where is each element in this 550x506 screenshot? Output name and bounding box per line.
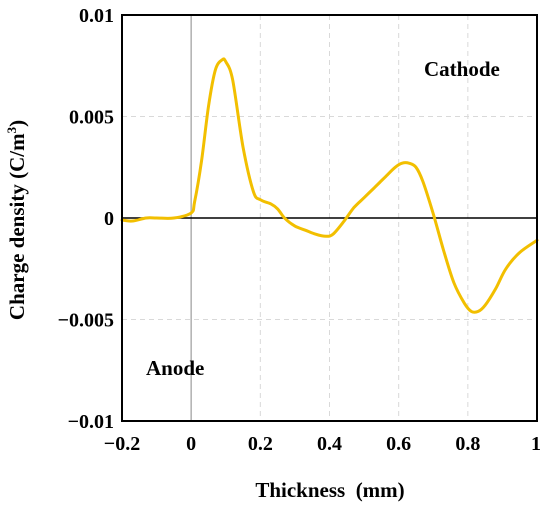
x-tick-label: 0.4 xyxy=(317,433,342,455)
x-tick-label: 0 xyxy=(186,433,196,455)
x-tick-label: 1 xyxy=(531,433,541,455)
x-tick-label: −0.2 xyxy=(104,433,140,455)
x-axis-title: Thickness (mm) xyxy=(255,478,404,502)
y-tick-label: −0.005 xyxy=(58,310,114,332)
x-tick-label: 0.8 xyxy=(455,433,480,455)
x-tick-label: 0.6 xyxy=(386,433,411,455)
plot-frame xyxy=(121,14,538,422)
y-tick-labels: 0.01 0.005 0 −0.005 −0.01 xyxy=(58,5,114,433)
y-axis-title: Charge density (C/m3) xyxy=(4,120,29,320)
x-tick-label: 0.2 xyxy=(248,433,273,455)
y-tick-label: 0.01 xyxy=(79,5,114,27)
anode-label: Anode xyxy=(146,356,204,380)
cathode-label: Cathode xyxy=(424,57,500,81)
y-tick-label: 0 xyxy=(104,208,114,230)
y-axis-title-close: ) xyxy=(5,120,29,127)
y-tick-label: 0.005 xyxy=(69,107,114,129)
series-line xyxy=(120,57,539,314)
y-axis-title-sup: 3 xyxy=(4,126,19,133)
x-tick-labels: −0.2 0 0.2 0.4 0.6 0.8 1 xyxy=(104,433,541,455)
y-axis-title-main: Charge density (C/m xyxy=(5,133,29,320)
y-tick-label: −0.01 xyxy=(68,411,114,433)
